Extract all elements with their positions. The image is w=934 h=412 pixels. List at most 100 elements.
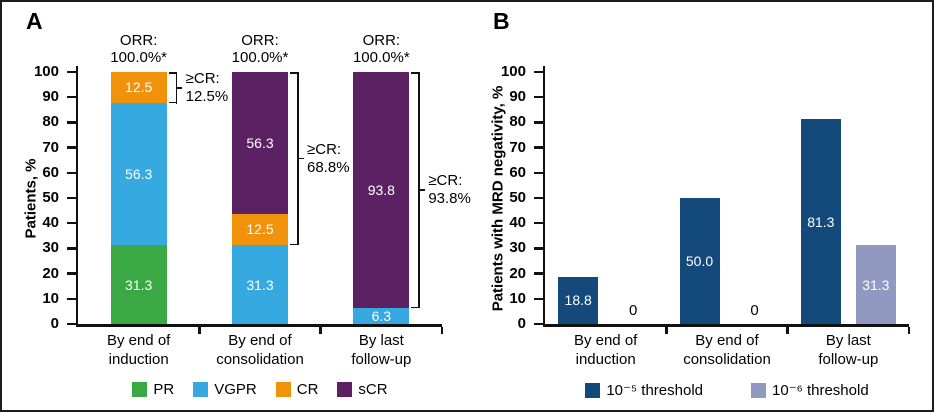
y-axis-tick xyxy=(534,322,543,326)
bar-10⁻⁵ threshold: 81.3 xyxy=(800,119,841,324)
y-axis-tick-label: 30 xyxy=(509,239,526,257)
zero-value-label: 0 xyxy=(750,302,759,319)
bar-segment-VGPR: 6.3 xyxy=(353,308,410,325)
bar-value-label: 6.3 xyxy=(371,308,392,325)
y-axis-tick-label: 60 xyxy=(42,163,59,181)
y-axis-tick xyxy=(534,196,543,200)
y-axis-tick xyxy=(67,121,76,124)
y-axis-tick xyxy=(67,70,76,74)
legend-swatch-VGPR xyxy=(193,382,209,397)
panel-b-plot-area: 0 10 20 30 40 50 60 70 80 90 100 By end of inductio… xyxy=(469,2,932,410)
category-label: By end of induction xyxy=(573,332,638,368)
legend-item: 10⁻⁵ threshold xyxy=(585,381,703,399)
orr-annotation: ORR: 100.0%* xyxy=(231,32,289,66)
x-axis-tick xyxy=(907,327,911,334)
x-axis-tick xyxy=(440,327,444,334)
y-axis-tick-label: 60 xyxy=(509,163,526,181)
legend-item: PR xyxy=(132,381,174,398)
category-label: By last follow-up xyxy=(351,332,412,368)
x-axis-tick xyxy=(319,327,322,334)
cr-bracket-line xyxy=(297,72,299,246)
y-axis-tick-label: 40 xyxy=(509,214,526,232)
x-axis-tick xyxy=(786,327,789,334)
y-axis-tick xyxy=(534,222,543,225)
bar-value-label: 18.8 xyxy=(564,292,592,309)
y-axis-tick-label: 40 xyxy=(42,214,59,232)
y-axis-tick-label: 0 xyxy=(50,315,59,332)
legend-swatch-CR xyxy=(275,382,291,397)
y-axis-tick-label: 100 xyxy=(33,63,59,80)
bar-value-label: 56.3 xyxy=(246,134,274,151)
y-axis-tick-label: 20 xyxy=(42,264,59,282)
bar-value-label: 50.0 xyxy=(685,253,714,269)
orr-annotation: ORR: 100.0%* xyxy=(110,32,168,66)
bar-segment-sCR: 93.8 xyxy=(353,71,410,309)
y-axis-tick-label: 50 xyxy=(42,189,59,206)
legend-swatch-10⁻⁶ threshold xyxy=(751,382,767,398)
cr-bracket-arm-bottom xyxy=(411,306,419,309)
x-axis-tick xyxy=(665,327,668,334)
y-axis-tick-label: 0 xyxy=(517,315,526,332)
y-axis-line xyxy=(75,66,78,324)
panel-b-legend: 10⁻⁵ threshold 10⁻⁶ threshold xyxy=(545,381,909,399)
category-label: By end of induction xyxy=(106,332,171,368)
x-axis-line xyxy=(542,324,909,327)
y-axis-tick-label: 70 xyxy=(42,138,59,156)
y-axis-tick xyxy=(534,96,543,99)
cr-bracket-arm-top xyxy=(411,72,419,74)
bar-value-label: 31.3 xyxy=(125,276,153,293)
legend-label: sCR xyxy=(358,381,388,398)
y-axis-tick-label: 10 xyxy=(509,289,526,307)
y-axis-tick xyxy=(67,247,76,250)
orr-annotation: ORR: 100.0%* xyxy=(352,32,410,66)
cr-bracket-label: ≥CR: 93.8% xyxy=(428,172,471,208)
category-label: By end of consolidation xyxy=(216,332,304,368)
legend-label: CR xyxy=(296,381,319,398)
cr-bracket-arm-bottom xyxy=(168,101,176,104)
panel-a-label: A xyxy=(26,8,43,34)
cr-bracket-label: ≥CR: 68.8% xyxy=(307,140,350,176)
y-axis-tick xyxy=(534,70,543,74)
bar-value-label: 31.3 xyxy=(246,276,274,293)
y-axis-tick xyxy=(67,146,76,149)
y-axis-tick-label: 20 xyxy=(509,264,526,282)
bar-value-label: 12.5 xyxy=(246,221,274,238)
cr-bracket-line xyxy=(175,72,178,104)
y-axis-tick xyxy=(67,322,76,326)
y-axis-tick-label: 100 xyxy=(500,63,526,80)
legend-item: VGPR xyxy=(193,381,257,398)
category-label: By end of consolidation xyxy=(683,332,771,368)
y-axis-tick xyxy=(67,96,76,99)
x-axis-line xyxy=(75,324,442,327)
y-axis-tick-label: 90 xyxy=(509,88,526,106)
y-axis-tick xyxy=(67,272,76,275)
cr-bracket-line xyxy=(418,72,420,309)
bar-value-label: 31.3 xyxy=(862,276,890,293)
bar-10⁻⁵ threshold: 50.0 xyxy=(679,198,720,324)
bar-value-label: 12.5 xyxy=(125,79,153,96)
cr-bracket-mid-tick xyxy=(419,189,425,191)
cr-bracket-mid-tick xyxy=(177,86,183,89)
y-axis-tick-label: 30 xyxy=(42,239,59,257)
y-axis-tick xyxy=(67,297,76,300)
cr-bracket-arm-bottom xyxy=(290,243,297,246)
legend-label: 10⁻⁵ threshold xyxy=(606,382,704,399)
y-axis-tick xyxy=(67,222,76,225)
bar-segment-CR: 12.5 xyxy=(110,71,167,104)
panel-a-legend: PR VGPR CR sCR xyxy=(78,381,442,398)
bar-segment-sCR: 56.3 xyxy=(232,71,288,214)
y-axis-tick-label: 10 xyxy=(42,289,59,307)
bar-10⁻⁶ threshold: 31.3 xyxy=(855,245,896,324)
x-axis-tick xyxy=(198,327,201,334)
y-axis-tick xyxy=(534,121,543,124)
legend-swatch-sCR xyxy=(337,382,353,397)
panel-a-plot-area: 0 10 20 30 40 50 60 70 80 90 100 By end of inductio… xyxy=(2,2,471,410)
y-axis-tick xyxy=(534,171,543,174)
y-axis-tick xyxy=(534,146,543,149)
y-axis-tick-label: 80 xyxy=(42,113,59,131)
bar-segment-PR: 31.3 xyxy=(110,245,167,324)
y-axis-tick xyxy=(67,171,76,174)
y-axis-tick xyxy=(534,247,543,250)
y-axis-tick xyxy=(534,272,543,275)
